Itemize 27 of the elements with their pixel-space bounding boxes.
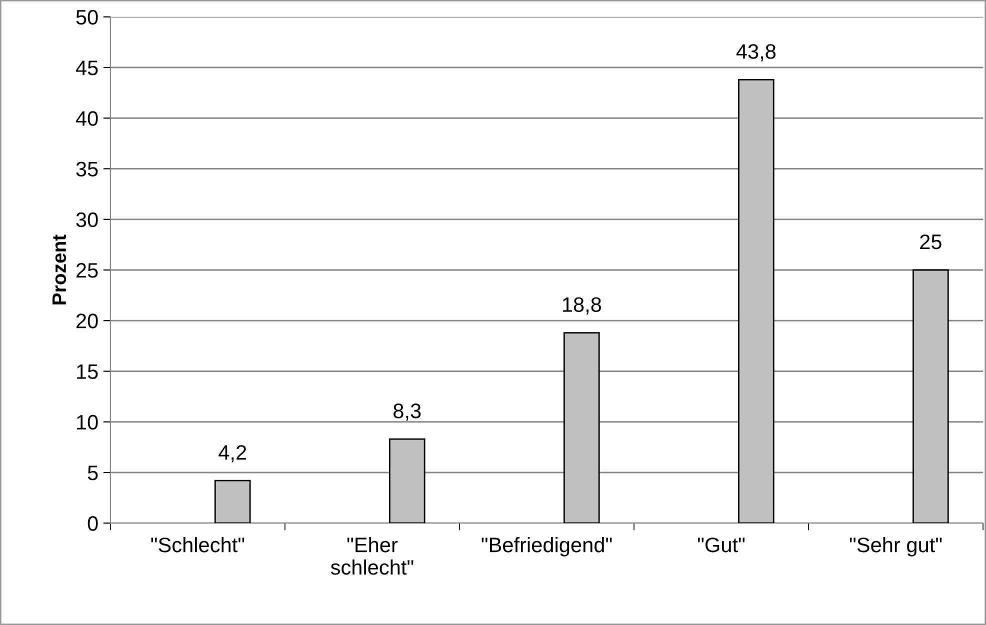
y-tick-label: 5 xyxy=(88,466,98,480)
y-tick-label: 30 xyxy=(76,212,98,228)
data-label: 25 xyxy=(920,234,942,250)
x-tick-label: "Gut" xyxy=(698,538,745,552)
y-tick-label: 10 xyxy=(77,414,98,430)
data-label: 4,2 xyxy=(218,445,246,462)
bar xyxy=(214,480,251,524)
data-label: 8,3 xyxy=(394,404,421,421)
bar xyxy=(388,438,426,524)
bar xyxy=(738,78,774,524)
x-tick-label: "Befriedigend" xyxy=(482,537,612,556)
y-tick-label: 0 xyxy=(88,516,98,531)
y-tick-label: 20 xyxy=(76,314,98,328)
y-tick-label: 45 xyxy=(76,60,98,76)
y-tick-label: 35 xyxy=(76,162,98,177)
bar xyxy=(912,269,949,524)
x-tick-label: "Sehr gut" xyxy=(850,537,942,556)
y-tick-label: 40 xyxy=(76,111,98,126)
y-tick-label: 15 xyxy=(77,364,98,380)
bar xyxy=(563,332,600,524)
y-tick-label: 50 xyxy=(76,10,98,25)
x-tick-label: "Schlecht" xyxy=(151,537,244,552)
y-axis-title: Prozent xyxy=(52,234,66,304)
y-tick-label: 25 xyxy=(76,263,98,278)
data-label: 18,8 xyxy=(562,297,602,314)
x-tick-label: "Eher schlecht" xyxy=(330,537,414,575)
data-label: 43,8 xyxy=(736,44,776,62)
